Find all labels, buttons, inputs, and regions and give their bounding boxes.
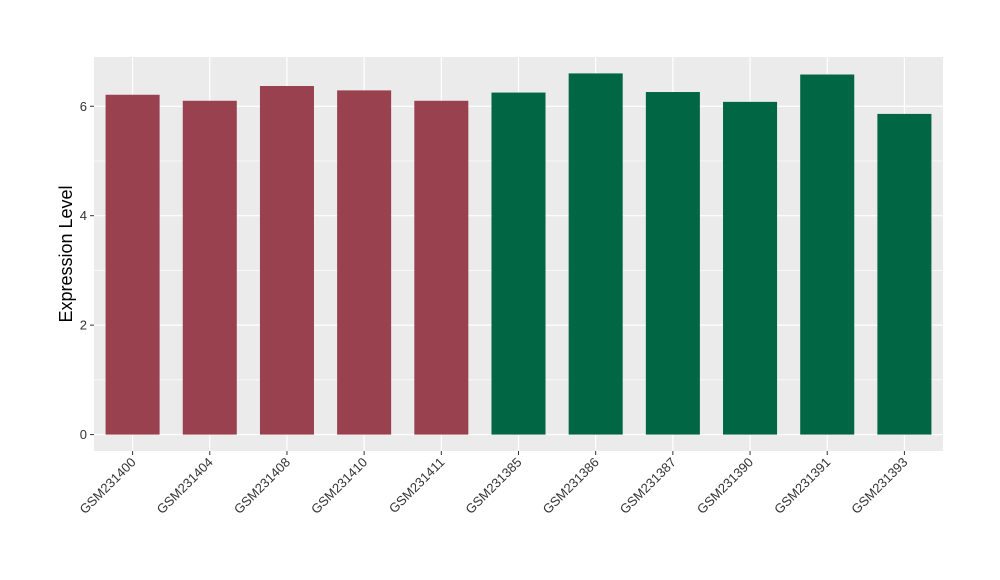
bar-GSM231410 [337,90,392,435]
bar-GSM231386 [568,73,623,435]
x-tick-label: GSM231386 [540,455,602,517]
x-tick-label: GSM231408 [231,455,293,517]
bar-GSM231387 [645,92,700,435]
y-tick-label: 2 [80,318,87,333]
x-tick-label: GSM231390 [694,455,756,517]
bar-GSM231391 [800,74,855,435]
bar-GSM231393 [877,113,932,435]
x-tick-label: GSM231411 [386,455,448,517]
x-tick-label: GSM231387 [617,455,679,517]
x-tick-label: GSM231400 [76,455,138,517]
y-tick-label: 6 [80,99,87,114]
x-tick-label: GSM231385 [462,455,524,517]
bar-GSM231385 [491,92,546,435]
x-tick-label: GSM231410 [308,455,370,517]
y-axis: 0 2 4 6 [80,99,94,442]
bar-GSM231390 [723,101,778,435]
bar-GSM231408 [259,86,314,435]
x-axis: GSM231400 GSM231404 GSM231408 GSM231410 GSM2… [76,451,911,517]
x-tick-label: GSM231393 [848,455,910,517]
x-tick-label: GSM231404 [154,455,216,517]
y-tick-label: 0 [80,427,87,442]
x-tick-label: GSM231391 [771,455,833,517]
bar-GSM231404 [182,100,237,435]
y-axis-title: Expression Level [56,185,76,322]
y-tick-label: 4 [80,208,87,223]
bar-GSM231411 [414,100,469,435]
bar-GSM231400 [105,94,160,435]
bars [105,73,932,435]
